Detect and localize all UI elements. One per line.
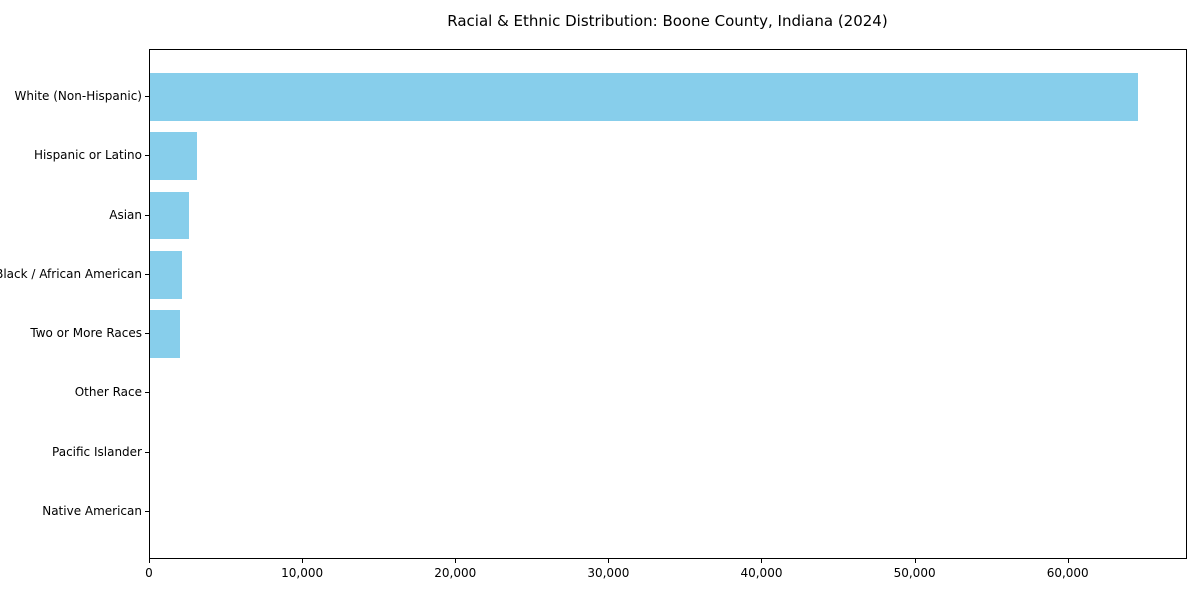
x-tick-mark: [608, 559, 610, 563]
chart-title: Racial & Ethnic Distribution: Boone Coun…: [447, 12, 888, 30]
x-tick-label: 0: [145, 566, 153, 580]
x-tick-label: 20,000: [434, 566, 477, 580]
y-tick-label-two-or-more-races: Two or More Races: [30, 326, 142, 341]
x-tick-mark: [149, 559, 150, 563]
x-tick-mark: [914, 559, 916, 563]
bar-hispanic-or-latino: [150, 132, 198, 180]
y-tick-label-hispanic-or-latino: Hispanic or Latino: [33, 148, 142, 163]
y-tick-label-asian: Asian: [109, 207, 142, 222]
bar-two-or-more-races: [150, 310, 180, 358]
bar-white-non-hispanic: [150, 73, 1138, 121]
x-tick-mark: [455, 559, 457, 563]
y-tick-label-white-non-hispanic: White (Non-Hispanic): [14, 88, 142, 103]
x-tick-mark: [1067, 559, 1069, 563]
y-tick-label-other-race: Other Race: [74, 385, 142, 400]
y-tick-mark: [145, 273, 149, 275]
bar-black-african-american: [150, 251, 183, 299]
y-tick-label-black-african-american: Black / African American: [0, 266, 142, 281]
x-tick-label: 60,000: [1046, 566, 1089, 580]
y-tick-mark: [145, 511, 149, 513]
x-tick-mark: [761, 559, 763, 563]
y-tick-mark: [145, 95, 149, 97]
y-tick-label-native-american: Native American: [42, 504, 142, 519]
y-tick-mark: [145, 333, 149, 335]
y-tick-mark: [145, 155, 149, 157]
y-tick-label-pacific-islander: Pacific Islander: [52, 444, 142, 459]
x-tick-label: 50,000: [893, 566, 936, 580]
y-tick-mark: [145, 451, 149, 453]
x-tick-mark: [302, 559, 304, 563]
x-tick-label: 40,000: [740, 566, 783, 580]
y-tick-mark: [145, 214, 149, 216]
y-tick-mark: [145, 392, 149, 394]
plot-area: [149, 49, 1187, 559]
x-tick-label: 10,000: [281, 566, 324, 580]
x-tick-label: 30,000: [587, 566, 630, 580]
bar-asian: [150, 191, 190, 240]
